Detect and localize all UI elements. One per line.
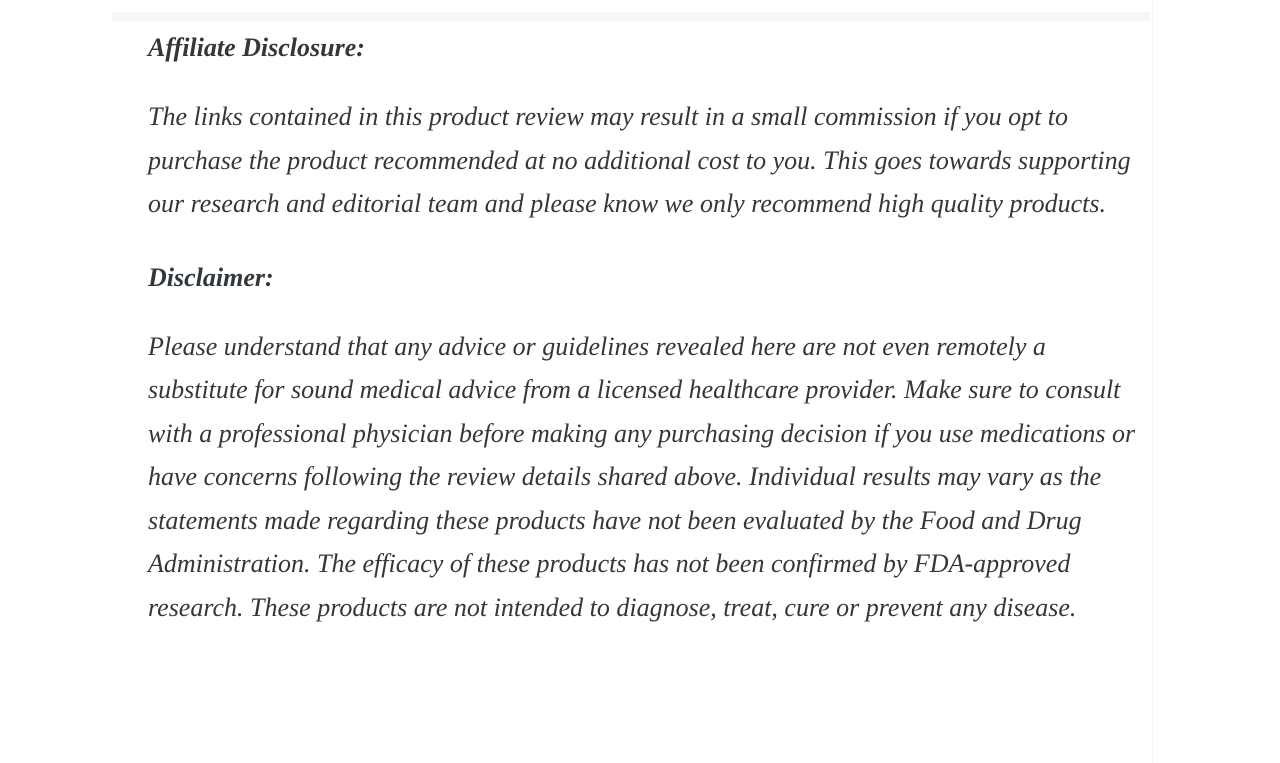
affiliate-disclosure-paragraph: The links contained in this product revi… xyxy=(148,102,1131,218)
affiliate-disclosure-heading: Affiliate Disclosure: xyxy=(148,33,365,62)
content-top-divider xyxy=(112,12,1150,21)
affiliate-disclosure-section: Affiliate Disclosure: The links containe… xyxy=(148,26,1150,226)
article-body: Affiliate Disclosure: The links containe… xyxy=(112,0,1152,629)
article-content-column: Affiliate Disclosure: The links containe… xyxy=(112,0,1153,763)
disclaimer-section: Disclaimer: Please understand that any a… xyxy=(148,256,1150,630)
disclaimer-paragraph: Please understand that any advice or gui… xyxy=(148,331,1136,622)
disclaimer-heading: Disclaimer: xyxy=(148,262,274,292)
